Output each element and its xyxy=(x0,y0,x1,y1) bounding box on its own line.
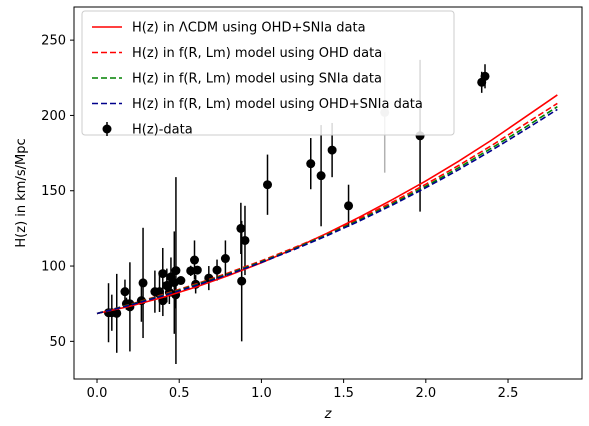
data-marker xyxy=(138,278,148,288)
y-tick-label: 250 xyxy=(41,34,66,49)
legend-label: H(z) in f(R, Lm) model using OHD data xyxy=(132,46,382,61)
y-axis-label: H(z) in km/s/Mpc xyxy=(14,138,29,247)
legend-entry: H(z) in ΛCDM using OHD+SNIa data xyxy=(92,21,366,36)
data-point xyxy=(176,276,186,286)
data-marker xyxy=(171,266,181,276)
x-tick-label: 0.5 xyxy=(169,386,190,401)
data-point xyxy=(240,205,250,276)
data-point xyxy=(171,177,181,364)
data-point xyxy=(112,273,122,353)
data-marker xyxy=(327,145,337,155)
y-tick-label: 50 xyxy=(49,335,66,350)
x-tick-label: 2.5 xyxy=(498,386,519,401)
data-marker xyxy=(237,276,247,286)
x-tick-label: 1.5 xyxy=(333,386,354,401)
data-marker xyxy=(480,71,490,81)
data-point xyxy=(344,184,354,227)
data-marker xyxy=(316,171,326,181)
x-axis-label: z xyxy=(324,407,333,422)
data-point xyxy=(192,265,202,275)
series-line-2 xyxy=(96,102,558,315)
data-point xyxy=(220,240,230,277)
legend-entry: H(z) in f(R, Lm) model using SNIa data xyxy=(92,72,382,87)
plot-frame xyxy=(73,6,583,380)
data-marker xyxy=(212,265,222,275)
data-marker xyxy=(155,287,165,297)
data-marker xyxy=(220,254,230,264)
data-marker xyxy=(344,201,354,211)
data-marker xyxy=(158,269,168,279)
legend: H(z) in ΛCDM using OHD+SNIa data H(z) in … xyxy=(81,10,455,138)
data-marker xyxy=(120,287,130,297)
legend-label: H(z) in ΛCDM using OHD+SNIa data xyxy=(132,21,366,36)
legend-label: H(z) in f(R, Lm) model using OHD+SNIa da… xyxy=(132,97,423,112)
data-point xyxy=(155,271,165,312)
y-tick-label: 150 xyxy=(41,184,66,199)
data-point xyxy=(316,125,326,227)
x-tick-label: 0.0 xyxy=(87,386,108,401)
data-point xyxy=(236,202,246,254)
data-point xyxy=(212,259,222,281)
data-marker xyxy=(306,159,316,169)
legend-entry: H(z) in f(R, Lm) model using OHD+SNIa da… xyxy=(92,97,423,112)
data-point xyxy=(263,154,273,215)
data-marker xyxy=(186,266,196,276)
legend-label: H(z) in f(R, Lm) model using SNIa data xyxy=(132,72,382,87)
legend-swatch-marker xyxy=(102,124,112,134)
legend-label: H(z)-data xyxy=(132,123,193,138)
data-layer xyxy=(96,52,558,364)
ticks-layer: 0.0 0.5 1.0 1.5 2.0 2.5 50 100 150 200 250 xyxy=(41,34,518,401)
data-marker xyxy=(176,276,186,286)
series-line-3 xyxy=(96,106,558,315)
legend-entry: H(z) in f(R, Lm) model using OHD data xyxy=(92,46,382,61)
data-marker xyxy=(236,223,246,233)
legend-entry: H(z)-data xyxy=(102,122,193,138)
legend-box xyxy=(81,10,455,136)
data-point xyxy=(480,64,490,89)
data-marker xyxy=(190,255,200,265)
series-line-4 xyxy=(96,108,558,315)
y-tick-label: 200 xyxy=(41,109,66,124)
y-tick-label: 100 xyxy=(41,260,66,275)
data-point xyxy=(186,265,196,276)
data-marker xyxy=(240,235,250,245)
data-point xyxy=(306,138,316,190)
data-marker xyxy=(263,180,273,190)
data-marker xyxy=(112,308,122,318)
x-tick-label: 1.0 xyxy=(251,386,272,401)
data-point xyxy=(138,227,148,339)
x-tick-label: 2.0 xyxy=(415,386,436,401)
data-marker xyxy=(192,265,202,275)
